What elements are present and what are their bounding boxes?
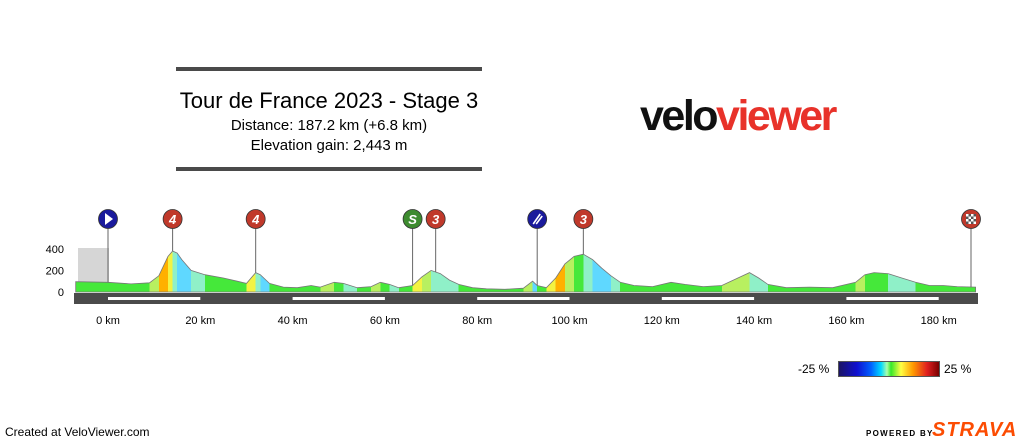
checker-square <box>968 221 972 224</box>
marker-climb: 4 <box>162 209 183 251</box>
checker-square <box>966 214 969 217</box>
veloviewer-logo: veloviewer <box>640 92 837 141</box>
km-stripe <box>846 297 939 300</box>
stage-elevation: Elevation gain: 2,443 m <box>250 137 408 154</box>
marker-label: 3 <box>432 212 440 227</box>
marker-label: 4 <box>168 212 177 227</box>
y-tick-label: 0 <box>58 287 64 299</box>
checker-square <box>973 221 977 224</box>
gradient-scale: -25 % 25 % <box>798 361 978 377</box>
x-axis: 0 km 20 km 40 km 60 km 80 km 100 km 120 km 140 … <box>96 315 957 327</box>
elevation-area <box>75 250 977 293</box>
marker-circle <box>245 209 266 229</box>
checker-square <box>966 221 969 224</box>
km-stripe <box>108 297 201 300</box>
strava-logo: STRAVA <box>932 419 1018 441</box>
title-rule-top <box>176 67 482 71</box>
marker-feed <box>527 209 548 286</box>
feed-icon <box>532 213 543 225</box>
x-tick-label: 40 km <box>278 315 308 327</box>
checker-square <box>971 219 974 222</box>
marker-sprint: S <box>402 209 423 286</box>
logo-part-2: viewer <box>716 92 837 140</box>
scale-min-label: -25 % <box>798 362 830 376</box>
marker-circle <box>402 209 423 229</box>
km-stripe <box>292 297 385 300</box>
x-tick-label: 80 km <box>462 315 492 327</box>
play-icon <box>105 213 113 225</box>
km-stripe <box>477 297 570 300</box>
checker-square <box>971 216 974 219</box>
x-tick-label: 120 km <box>644 315 680 327</box>
marker-label: S <box>408 212 417 227</box>
checker-square <box>971 214 974 217</box>
marker-climb: 3 <box>573 209 594 255</box>
stage-title: Tour de France 2023 - Stage 3 <box>179 88 479 113</box>
y-tick-label: 400 <box>46 244 64 256</box>
x-tick-label: 0 km <box>96 315 120 327</box>
marker-circle <box>425 209 446 229</box>
x-tick-label: 160 km <box>828 315 864 327</box>
km-stripe <box>661 297 755 300</box>
marker-label: 3 <box>580 212 588 227</box>
checker-square <box>968 216 972 219</box>
marker-circle <box>573 209 594 229</box>
checker-square <box>971 221 974 224</box>
prologue-shade <box>78 248 109 288</box>
x-tick-label: 140 km <box>736 315 772 327</box>
x-tick-label: 100 km <box>551 315 587 327</box>
x-tick-label: 20 km <box>185 315 215 327</box>
checker-square <box>968 214 972 217</box>
x-tick-label: 60 km <box>370 315 400 327</box>
checker-square <box>973 216 977 219</box>
checker-square <box>973 214 977 217</box>
y-tick-label: 200 <box>46 265 64 277</box>
elevation-profile-chart: 0 200 400 0 km 20 km 40 km 60 km 80 km 100 km 12… <box>46 209 981 327</box>
created-at-link[interactable]: Created at VeloViewer.com <box>5 425 150 439</box>
marker-start <box>98 209 118 283</box>
checker-square <box>966 216 969 219</box>
title-rule-bottom <box>176 167 482 171</box>
y-axis: 0 200 400 <box>46 244 64 299</box>
marker-label: 4 <box>251 212 260 227</box>
stage-info: Tour de France 2023 - Stage 3 Distance: … <box>176 67 482 173</box>
km-stripes <box>108 297 939 300</box>
marker-circle <box>162 209 183 229</box>
checker-square <box>973 219 977 222</box>
marker-finish <box>961 209 981 288</box>
checker-square <box>966 219 969 222</box>
scale-max-label: 25 % <box>944 362 972 376</box>
powered-by-label: POWERED BY <box>866 429 934 438</box>
marker-climb: 3 <box>425 209 446 273</box>
scale-color-bar <box>838 361 940 377</box>
stage-distance: Distance: 187.2 km (+6.8 km) <box>230 117 428 134</box>
marker-climb: 4 <box>245 209 266 273</box>
checker-square <box>968 219 972 222</box>
logo-part-1: velo <box>640 92 719 140</box>
x-tick-label: 180 km <box>921 315 957 327</box>
